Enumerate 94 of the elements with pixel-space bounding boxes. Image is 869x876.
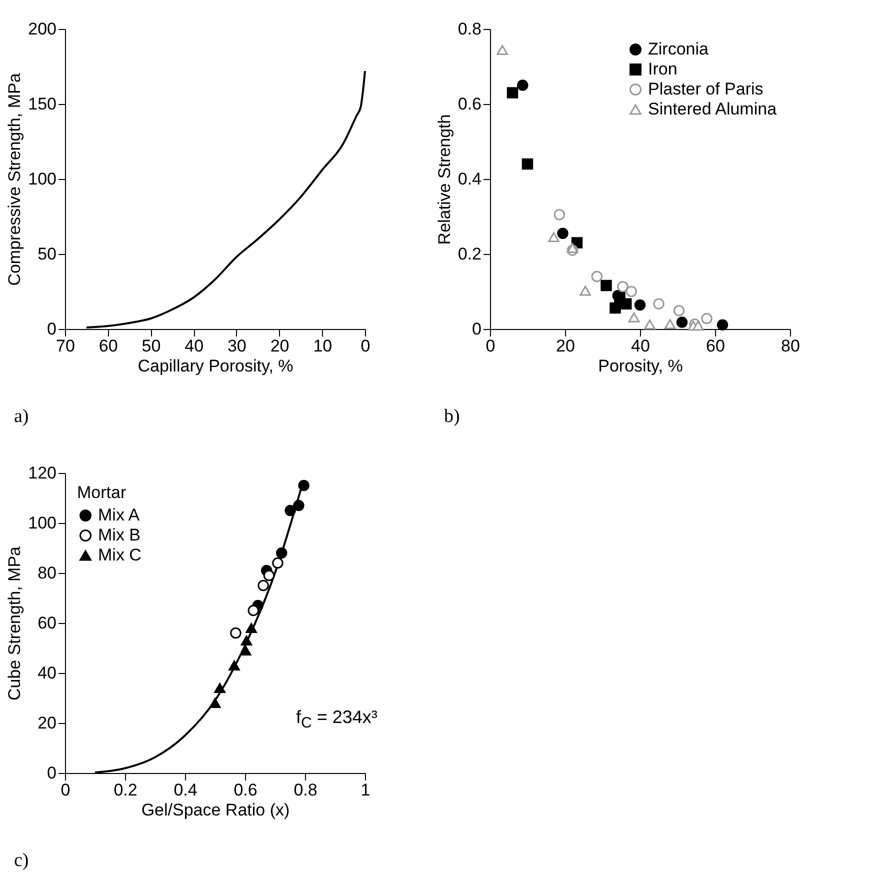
legend-label: Mix A: [98, 506, 140, 524]
y-tick-label: 100: [28, 514, 56, 532]
point: [228, 660, 240, 670]
point: [716, 319, 728, 330]
point: [230, 627, 242, 639]
x-tick-label: 0: [60, 780, 70, 800]
point: [548, 232, 560, 242]
point: [240, 646, 252, 656]
x-tick-label: 30: [227, 336, 246, 356]
point: [248, 604, 260, 616]
x-tick-label: 80: [781, 336, 800, 356]
point: [676, 316, 688, 328]
legend-label: Sintered Alumina: [648, 100, 778, 118]
x-tick-label: 20: [270, 336, 290, 356]
y-axis-title: Cube Strength, MPa: [5, 546, 24, 701]
x-tick-label: 60: [706, 336, 725, 356]
y-tick-label: 0.6: [458, 94, 482, 114]
legend-title: Mortar: [77, 483, 126, 502]
point: [610, 302, 621, 314]
y-tick-label: 60: [38, 614, 56, 632]
point: [554, 209, 565, 220]
point: [673, 305, 685, 316]
y-tick-label: 40: [38, 664, 56, 682]
x-tick-label: 0: [486, 336, 496, 356]
y-tick-label: 80: [38, 564, 56, 582]
y-axis-title: Relative Strength: [434, 114, 454, 245]
x-tick-label: 70: [56, 336, 75, 356]
point: [263, 570, 275, 582]
point: [258, 580, 269, 592]
point: [272, 557, 284, 569]
y-tick-label: 200: [28, 20, 56, 38]
legend-label: Plaster of Paris: [648, 80, 764, 98]
point: [214, 683, 226, 693]
y-tick-label: 0: [472, 320, 482, 338]
x-tick-label: 0.2: [114, 780, 138, 800]
y-tick-label: 100: [28, 170, 56, 188]
point: [496, 45, 508, 55]
point: [276, 547, 288, 559]
point: [591, 270, 602, 282]
y-tick-label: 0.8: [458, 20, 482, 38]
x-tick-label: 1: [360, 780, 370, 800]
point: [580, 286, 591, 296]
y-tick-label: 50: [38, 244, 56, 264]
legend-label: Iron: [648, 60, 678, 78]
point: [506, 87, 518, 98]
point: [293, 500, 304, 512]
point: [620, 298, 632, 310]
legend-label: Zirconia: [648, 40, 710, 58]
y-axis-title: Compressive Strength, MPa: [5, 72, 24, 286]
point: [600, 280, 612, 292]
point: [517, 80, 528, 91]
y-tick-label: 0.4: [458, 170, 482, 188]
x-tick-label: 0.8: [294, 780, 318, 800]
y-tick-label: 0: [47, 320, 56, 338]
point: [617, 281, 628, 292]
point: [653, 298, 664, 310]
text: b): [444, 406, 460, 428]
legend-label: Mix B: [98, 526, 140, 544]
x-tick-label: 40: [631, 336, 650, 356]
y-tick-label: 0: [47, 764, 56, 782]
point: [209, 698, 221, 708]
x-tick-label: 10: [313, 336, 332, 356]
legend-label: Mix C: [98, 546, 142, 564]
y-tick-label: 150: [28, 94, 56, 114]
x-axis-title: Porosity, %: [598, 356, 683, 376]
point: [557, 228, 568, 239]
x-tick-label: 50: [142, 336, 161, 356]
point: [626, 286, 637, 298]
point: [692, 320, 704, 331]
x-tick-label: 20: [556, 336, 575, 356]
x-tick-label: 0.6: [234, 780, 258, 800]
point: [644, 320, 656, 330]
x-axis-title: Gel/Space Ratio (x): [141, 800, 290, 820]
y-tick-label: 20: [38, 714, 56, 732]
text: c): [14, 850, 29, 872]
point: [566, 243, 578, 253]
x-tick-label: 40: [184, 336, 204, 356]
point: [634, 299, 646, 311]
y-tick-label: 0.2: [458, 244, 482, 264]
x-tick-label: 60: [98, 336, 118, 356]
x-tick-label: 0: [360, 336, 370, 356]
point: [246, 623, 257, 633]
point: [284, 504, 296, 516]
x-tick-label: 0.4: [174, 780, 198, 800]
point: [298, 480, 310, 492]
point: [628, 312, 640, 322]
point: [664, 319, 676, 330]
point: [240, 636, 252, 646]
point: [522, 158, 534, 170]
x-axis-title: Capillary Porosity, %: [138, 356, 294, 376]
point: [701, 312, 712, 324]
y-tick-label: 120: [28, 464, 56, 482]
annotation: f$_{C}$ = 234x³: [296, 707, 378, 732]
text: a): [14, 406, 29, 428]
